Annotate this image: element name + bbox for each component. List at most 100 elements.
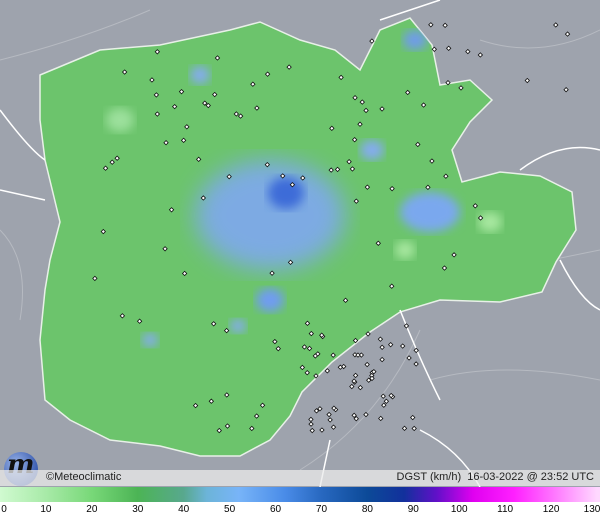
station-marker[interactable] bbox=[308, 330, 315, 337]
station-marker[interactable] bbox=[451, 252, 457, 258]
station-marker[interactable] bbox=[180, 137, 187, 144]
station-marker[interactable] bbox=[184, 124, 190, 130]
station-marker[interactable] bbox=[415, 141, 421, 148]
wind-gust-map[interactable] bbox=[0, 0, 600, 487]
station-marker[interactable] bbox=[401, 425, 408, 432]
station-marker[interactable] bbox=[383, 398, 390, 404]
station-marker[interactable] bbox=[406, 355, 412, 361]
station-marker[interactable] bbox=[379, 344, 385, 350]
station-marker[interactable] bbox=[275, 345, 281, 352]
station-marker[interactable] bbox=[313, 408, 320, 414]
station-marker[interactable] bbox=[114, 155, 120, 161]
station-marker[interactable] bbox=[109, 159, 115, 165]
station-marker[interactable] bbox=[458, 85, 464, 91]
station-marker[interactable] bbox=[351, 412, 357, 419]
station-marker[interactable] bbox=[329, 125, 335, 132]
station-marker[interactable] bbox=[381, 402, 387, 408]
station-marker[interactable] bbox=[192, 402, 199, 409]
station-marker[interactable] bbox=[363, 411, 369, 418]
station-marker[interactable] bbox=[249, 425, 255, 432]
station-marker[interactable] bbox=[102, 165, 109, 171]
station-marker[interactable] bbox=[563, 87, 569, 93]
station-marker[interactable] bbox=[410, 414, 416, 421]
station-marker[interactable] bbox=[351, 137, 358, 143]
station-marker[interactable] bbox=[353, 198, 359, 204]
station-marker[interactable] bbox=[420, 102, 427, 108]
station-marker[interactable] bbox=[442, 22, 448, 29]
station-marker[interactable] bbox=[364, 361, 370, 368]
station-marker[interactable] bbox=[403, 323, 410, 329]
station-marker[interactable] bbox=[259, 402, 266, 408]
station-marker[interactable] bbox=[380, 393, 386, 399]
station-marker[interactable] bbox=[214, 55, 221, 61]
station-marker[interactable] bbox=[212, 91, 218, 98]
station-marker[interactable] bbox=[369, 375, 375, 382]
station-marker[interactable] bbox=[181, 270, 188, 277]
station-marker[interactable] bbox=[357, 121, 363, 127]
station-marker[interactable] bbox=[315, 351, 321, 357]
station-marker[interactable] bbox=[413, 347, 419, 354]
station-marker[interactable] bbox=[119, 313, 126, 319]
station-marker[interactable] bbox=[429, 158, 435, 164]
station-marker[interactable] bbox=[163, 140, 169, 146]
station-marker[interactable] bbox=[337, 364, 344, 370]
station-marker[interactable] bbox=[428, 22, 434, 28]
station-marker[interactable] bbox=[441, 265, 448, 271]
station-marker[interactable] bbox=[233, 111, 240, 117]
station-marker[interactable] bbox=[205, 102, 211, 109]
station-marker[interactable] bbox=[308, 416, 314, 423]
station-marker[interactable] bbox=[378, 415, 384, 422]
station-marker[interactable] bbox=[389, 283, 395, 289]
station-marker[interactable] bbox=[472, 203, 478, 209]
station-marker[interactable] bbox=[365, 331, 371, 337]
station-marker[interactable] bbox=[208, 398, 215, 404]
station-marker[interactable] bbox=[351, 378, 357, 384]
station-marker[interactable] bbox=[168, 207, 175, 213]
station-marker[interactable] bbox=[349, 166, 356, 172]
station-marker[interactable] bbox=[334, 166, 341, 173]
station-marker[interactable] bbox=[313, 373, 319, 379]
station-marker[interactable] bbox=[327, 417, 333, 423]
station-marker[interactable] bbox=[477, 52, 484, 58]
station-marker[interactable] bbox=[425, 184, 431, 191]
station-marker[interactable] bbox=[300, 175, 306, 181]
station-marker[interactable] bbox=[299, 364, 306, 371]
station-marker[interactable] bbox=[371, 368, 377, 375]
station-marker[interactable] bbox=[319, 427, 325, 433]
station-marker[interactable] bbox=[154, 49, 161, 55]
station-marker[interactable] bbox=[375, 240, 381, 246]
station-marker[interactable] bbox=[411, 425, 417, 432]
station-marker[interactable] bbox=[431, 46, 437, 52]
station-marker[interactable] bbox=[264, 71, 271, 77]
station-marker[interactable] bbox=[387, 341, 394, 348]
station-marker[interactable] bbox=[162, 246, 168, 252]
station-marker[interactable] bbox=[210, 321, 217, 327]
station-marker[interactable] bbox=[352, 95, 358, 101]
station-marker[interactable] bbox=[363, 107, 369, 114]
station-marker[interactable] bbox=[524, 77, 530, 84]
station-marker[interactable] bbox=[443, 173, 449, 179]
station-marker[interactable] bbox=[289, 182, 296, 188]
station-marker[interactable] bbox=[388, 392, 394, 399]
station-marker[interactable] bbox=[287, 259, 294, 266]
station-marker[interactable] bbox=[301, 344, 308, 350]
station-marker[interactable] bbox=[224, 423, 231, 429]
station-marker[interactable] bbox=[254, 105, 260, 111]
station-marker[interactable] bbox=[369, 38, 375, 44]
station-marker[interactable] bbox=[331, 405, 337, 411]
station-marker[interactable] bbox=[92, 275, 98, 282]
station-marker[interactable] bbox=[308, 421, 314, 427]
station-marker[interactable] bbox=[359, 99, 365, 105]
station-marker[interactable] bbox=[330, 424, 337, 430]
station-marker[interactable] bbox=[357, 384, 364, 391]
station-marker[interactable] bbox=[253, 413, 260, 419]
station-marker[interactable] bbox=[377, 336, 384, 342]
station-marker[interactable] bbox=[328, 167, 334, 173]
station-marker[interactable] bbox=[445, 80, 451, 86]
station-marker[interactable] bbox=[304, 320, 311, 327]
station-marker[interactable] bbox=[400, 343, 406, 349]
station-marker[interactable] bbox=[202, 100, 208, 106]
station-marker[interactable] bbox=[100, 228, 106, 235]
station-marker[interactable] bbox=[250, 81, 256, 87]
station-marker[interactable] bbox=[200, 195, 207, 201]
